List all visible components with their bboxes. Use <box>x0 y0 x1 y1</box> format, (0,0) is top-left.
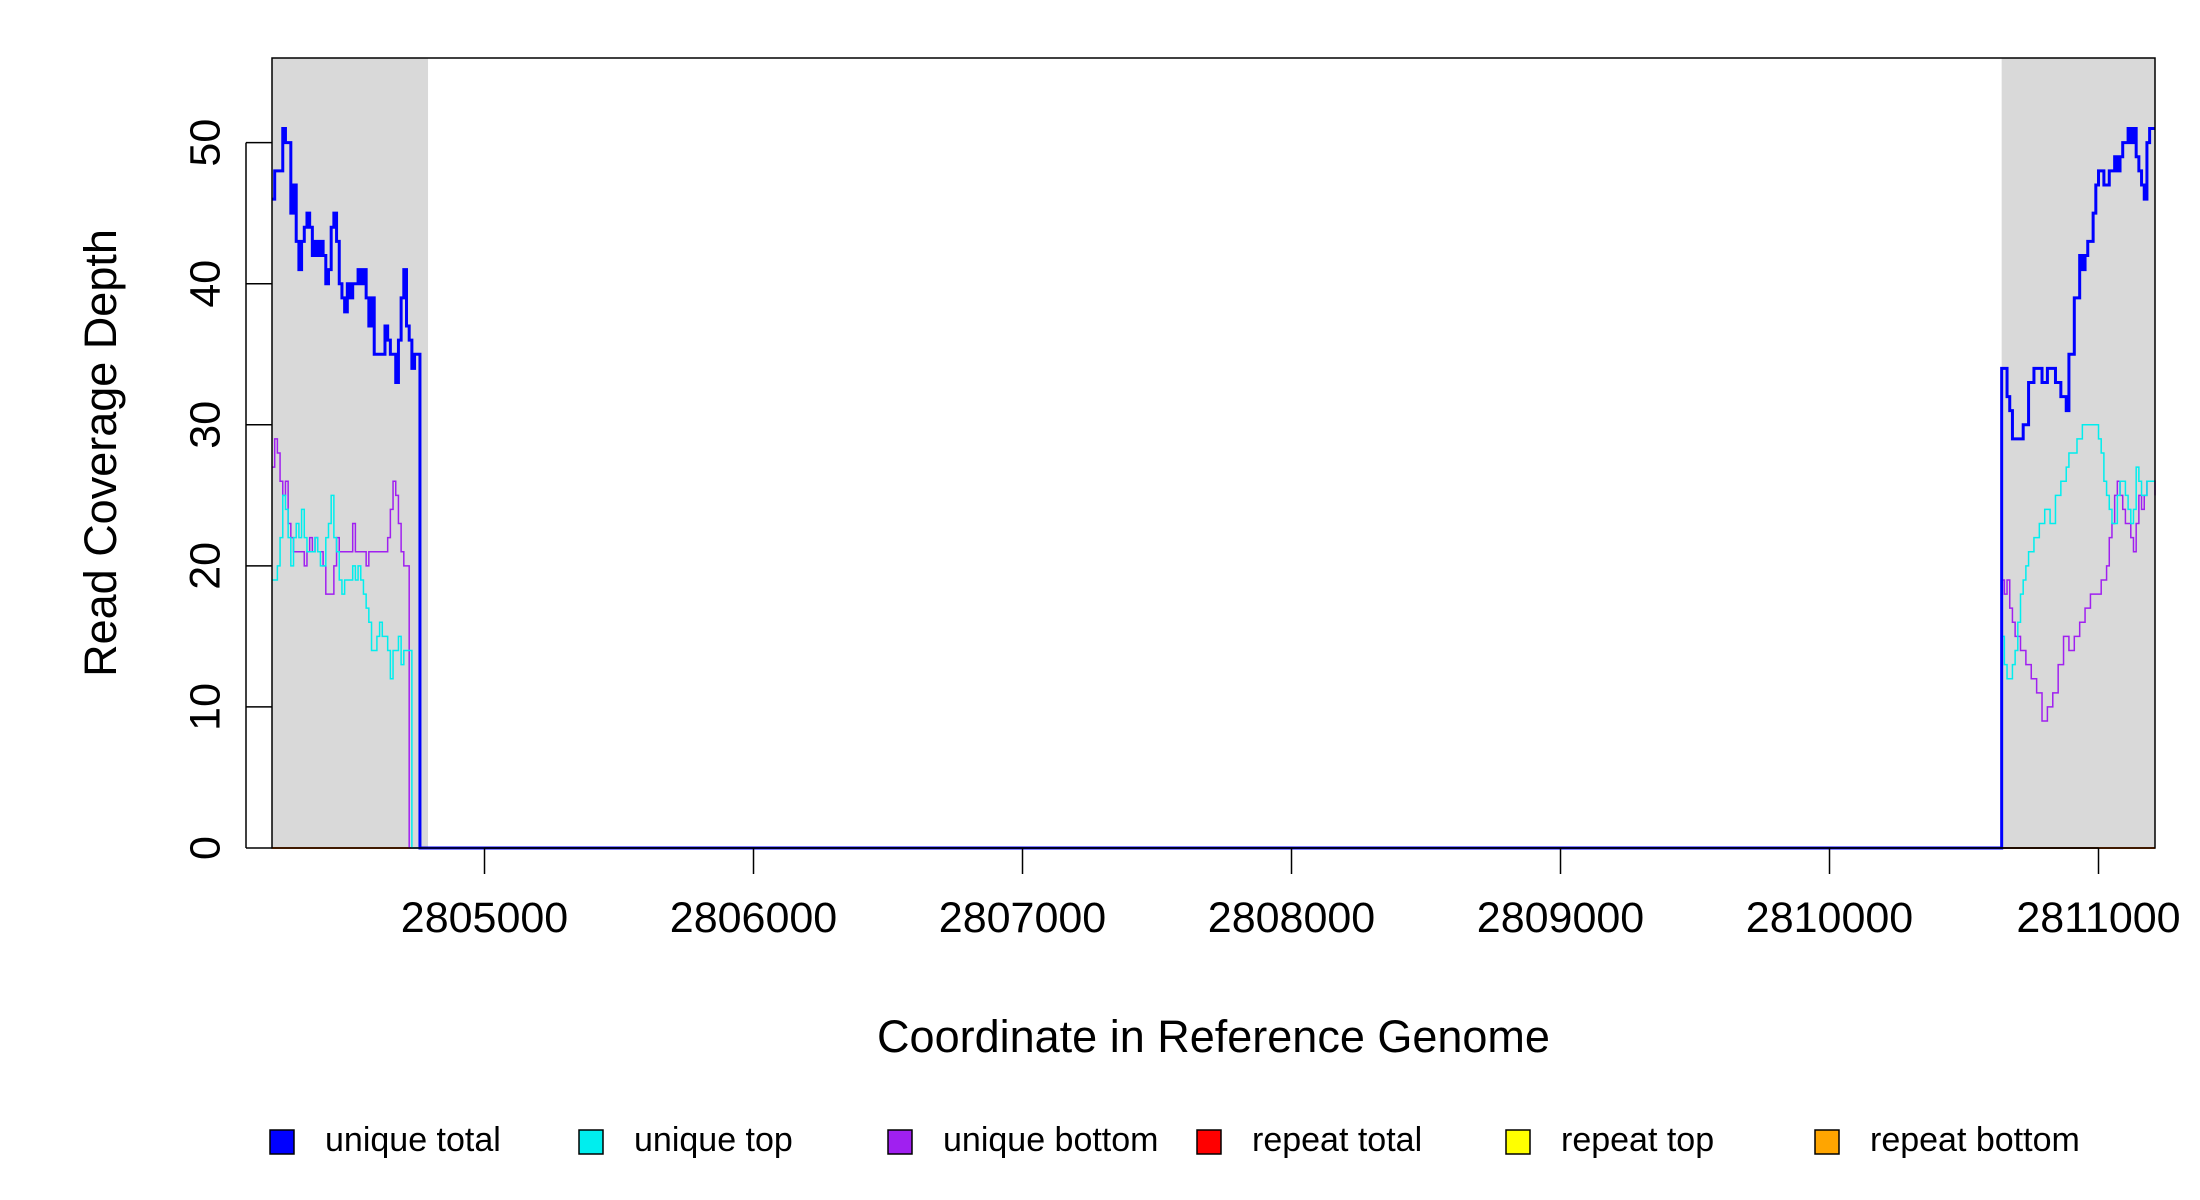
legend-swatch-unique-top <box>578 1129 604 1155</box>
series-line-unique-total <box>272 127 2155 850</box>
series-lines <box>272 127 2156 850</box>
x-tick-label: 2807000 <box>939 894 1106 942</box>
x-tick-label: 2809000 <box>1477 894 1644 942</box>
legend-label-unique-bottom: unique bottom <box>943 1121 1159 1159</box>
legend-swatch-unique-bottom <box>887 1129 913 1155</box>
legend-swatch-repeat-bottom <box>1814 1129 1840 1155</box>
x-tick-label: 2811000 <box>2016 894 2180 942</box>
legend-label-repeat-top: repeat top <box>1561 1121 1714 1159</box>
y-tick-label: 10 <box>181 683 229 731</box>
plot-frame <box>271 57 2156 849</box>
legend-label-unique-top: unique top <box>634 1121 793 1159</box>
y-tick-label: 0 <box>181 836 229 860</box>
legend-label-repeat-bottom: repeat bottom <box>1870 1121 2080 1159</box>
legend-swatch-repeat-top <box>1505 1129 1531 1155</box>
shaded-regions <box>272 58 2155 848</box>
legend-swatch-unique-total <box>269 1129 295 1155</box>
y-tick-label: 30 <box>181 401 229 449</box>
series-line-unique-bottom <box>272 438 2156 849</box>
legend-label-repeat-total: repeat total <box>1252 1121 1422 1159</box>
x-tick-label: 2808000 <box>1208 894 1375 942</box>
y-tick-label: 50 <box>181 119 229 167</box>
y-axis-title: Read Coverage Depth <box>75 229 126 677</box>
legend: unique total unique top unique bottom repea… <box>269 1121 2080 1159</box>
x-tick-label: 2810000 <box>1746 894 1913 942</box>
shaded-region-2 <box>2001 58 2155 848</box>
x-axis-title: Coordinate in Reference Genome <box>877 1011 1550 1062</box>
x-axis: 2805000 2806000 2807000 2808000 2809000 28100… <box>401 847 2181 942</box>
legend-swatch-repeat-total <box>1196 1129 1222 1155</box>
y-tick-label: 20 <box>181 542 229 590</box>
y-tick-label: 40 <box>181 260 229 308</box>
shaded-region-1 <box>272 58 429 848</box>
y-axis: 0 10 20 30 40 50 <box>181 119 272 860</box>
series-line-unique-top <box>272 424 2155 849</box>
x-tick-label: 2805000 <box>401 894 568 942</box>
legend-label-unique-total: unique total <box>325 1121 501 1159</box>
x-tick-label: 2806000 <box>670 894 837 942</box>
